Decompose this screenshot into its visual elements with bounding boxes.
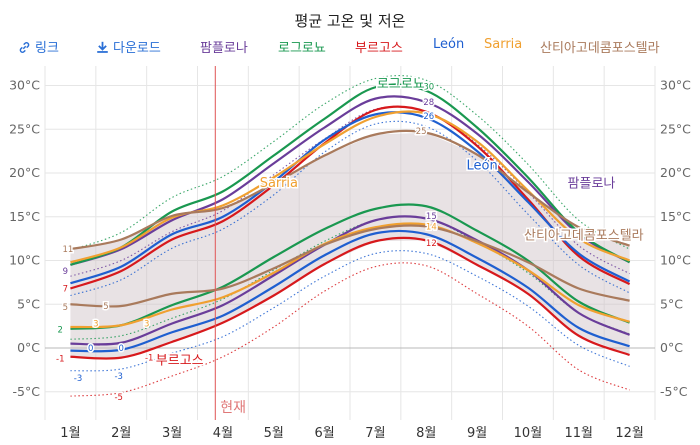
download-icon: [97, 41, 108, 53]
x-tick-label: 11월: [564, 426, 593, 441]
download-label: 다운로드: [113, 41, 161, 56]
x-tick-label: 5월: [264, 426, 284, 441]
y-tick-left: 15°C: [9, 209, 40, 224]
data-label: -3: [114, 372, 122, 382]
data-label: 28: [423, 98, 434, 108]
data-label: 0: [119, 344, 124, 354]
series-name-label: León: [467, 158, 498, 173]
legend-item-sarria[interactable]: Sarria: [484, 37, 523, 52]
series-line-santiago-high[interactable]: [70, 129, 630, 251]
legend: 링크 다운로드 팜플로나 로그로뇨 부르고스 León Sarria 산티아고데…: [12, 37, 692, 56]
series-dotted-line: [70, 75, 630, 251]
y-tick-left: 5°C: [17, 296, 40, 311]
series-name-label: Sarria: [260, 176, 298, 191]
data-label: -1: [56, 355, 64, 365]
data-label: -3: [74, 374, 82, 384]
y-tick-right: 0°C: [660, 340, 683, 355]
x-tick-label: 1월: [60, 426, 80, 441]
y-tick-left: 30°C: [9, 78, 40, 93]
series-line-pamplona-high[interactable]: [70, 95, 631, 266]
y-tick-right: 20°C: [660, 165, 691, 180]
y-tick-right: 10°C: [660, 253, 691, 268]
x-tick-label: 9월: [467, 426, 487, 441]
y-tick-right: 30°C: [660, 78, 691, 93]
x-tick-label: 4월: [213, 426, 233, 441]
series-dotted-line: [70, 262, 630, 397]
data-label: -1: [145, 354, 153, 364]
series-line-sarria-low[interactable]: [70, 222, 630, 329]
legend-item-logrono[interactable]: 로그로뇨: [278, 41, 326, 56]
data-label: 2: [58, 326, 63, 336]
series-line-santiago-low[interactable]: [70, 224, 630, 308]
series-name-label: 산티아고데콤포스텔라: [524, 228, 644, 243]
x-tick-label: 12월: [615, 426, 644, 441]
series-line-leon-low[interactable]: [70, 229, 630, 353]
data-label: 30: [423, 82, 434, 92]
series-dotted-line: [70, 250, 630, 372]
y-tick-right: 15°C: [660, 209, 691, 224]
x-tick-label: 3월: [162, 426, 182, 441]
data-label: 26: [423, 112, 434, 122]
y-tick-left: 10°C: [9, 253, 40, 268]
y-tick-left: 20°C: [9, 165, 40, 180]
link-button[interactable]: 링크: [18, 37, 59, 56]
data-label: 15: [426, 212, 437, 222]
data-label: 9: [63, 267, 68, 277]
data-label: 11: [62, 245, 73, 255]
data-label: -5: [114, 393, 122, 403]
series-line-burgos-low[interactable]: [70, 236, 630, 360]
series-line-leon-high[interactable]: [70, 111, 631, 285]
series-name-label: 부르고스: [156, 353, 204, 368]
legend-item-burgos[interactable]: 부르고스: [355, 41, 403, 56]
data-label: 0: [88, 344, 93, 354]
x-tick-label: 6월: [314, 426, 334, 441]
link-label: 링크: [35, 41, 59, 56]
series-name-label: 팜플로나: [568, 177, 616, 192]
x-tick-label: 7월: [365, 426, 385, 441]
chart-title: 평균 고온 및 저온: [294, 12, 406, 30]
data-label: 5: [103, 302, 108, 312]
link-icon: [19, 42, 30, 53]
y-tick-left: 25°C: [9, 121, 40, 136]
data-label: 7: [63, 285, 68, 295]
now-label: 현재: [220, 400, 246, 416]
series-line-logrono-high[interactable]: [70, 83, 631, 266]
series-name-label: 로그로뇨: [377, 77, 425, 92]
data-label: 14: [426, 222, 437, 232]
data-label: 3: [93, 320, 98, 330]
data-label: 3: [144, 320, 149, 330]
x-tick-label: 10월: [514, 426, 543, 441]
data-label: 5: [63, 303, 68, 313]
data-label: 25: [416, 127, 427, 137]
legend-item-pamplona[interactable]: 팜플로나: [200, 41, 248, 56]
x-tick-label: 8월: [416, 426, 436, 441]
download-button[interactable]: 다운로드: [96, 37, 161, 56]
y-tick-left: 0°C: [17, 340, 40, 355]
series-dotted-line: [70, 105, 630, 277]
y-tick-right: -5°C: [660, 384, 688, 399]
y-tick-right: 5°C: [660, 296, 683, 311]
series-dotted-line: [70, 120, 630, 297]
legend-item-santiago[interactable]: 산티아고데콤포스텔라: [540, 41, 660, 56]
legend-item-leon[interactable]: León: [433, 37, 465, 52]
x-tick-label: 2월: [111, 426, 131, 441]
series-dotted-line: [70, 215, 630, 340]
y-tick-right: 25°C: [660, 121, 691, 136]
data-label: 12: [426, 239, 437, 249]
y-tick-left: -5°C: [13, 384, 41, 399]
